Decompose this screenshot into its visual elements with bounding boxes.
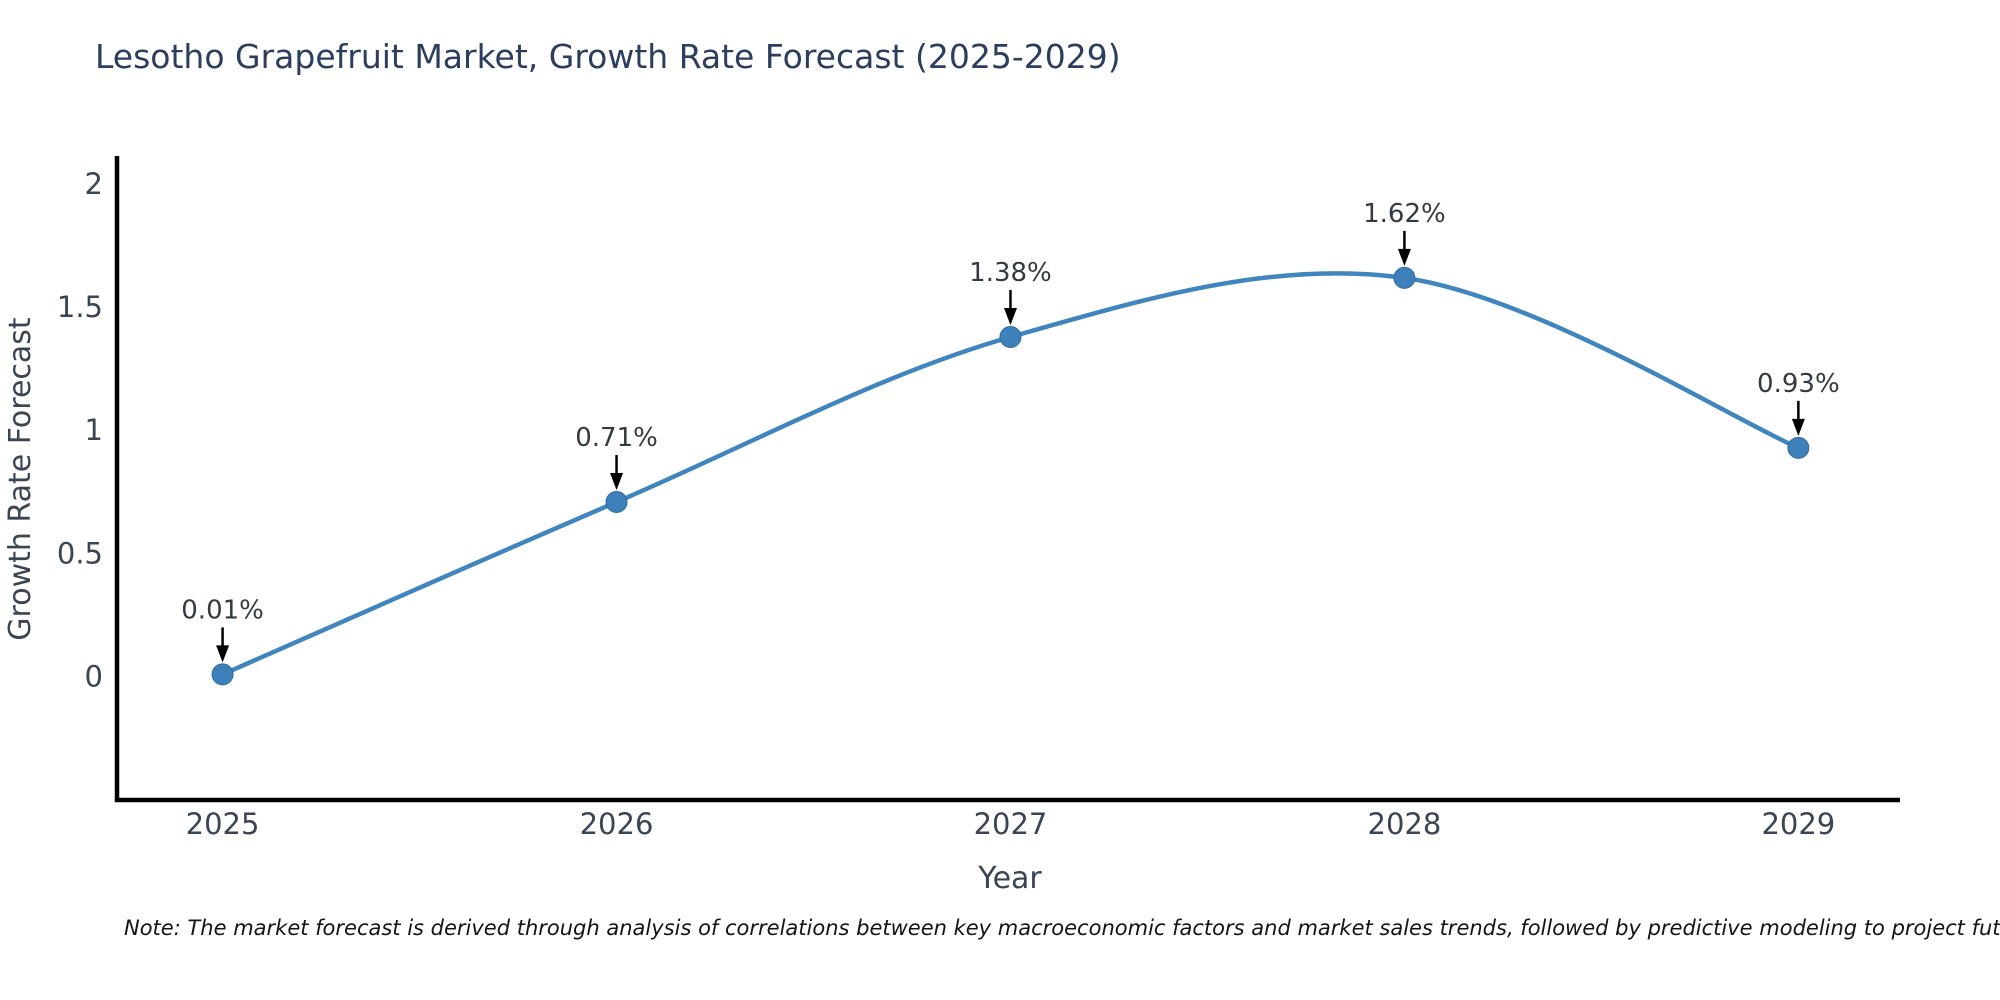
annotation-arrow-head (610, 473, 624, 491)
axis-ticks: 0 0.5 1 1.5 2 2025 2026 2027 2028 2029 (57, 167, 1835, 841)
y-axis-title: Growth Rate Forecast (3, 317, 38, 641)
axis-spines (114, 156, 1900, 803)
data-point-marker (1393, 266, 1416, 289)
data-point-marker (605, 491, 628, 514)
y-tick-label: 0.5 (57, 536, 103, 570)
point-value-label: 1.62% (1363, 199, 1446, 229)
annotation-arrow-head (1791, 418, 1805, 436)
plot-series (211, 266, 1810, 686)
x-tick-label: 2029 (1761, 807, 1835, 841)
point-value-label: 1.38% (969, 258, 1052, 288)
x-tick-label: 2027 (974, 807, 1048, 841)
x-tick-label: 2026 (580, 807, 654, 841)
footnote-text: Note: The market forecast is derived thr… (124, 916, 2000, 940)
point-value-label: 0.93% (1757, 369, 1840, 399)
x-tick-label: 2025 (186, 807, 260, 841)
point-value-label: 0.71% (575, 423, 658, 453)
chart-title: Lesotho Grapefruit Market, Growth Rate F… (95, 37, 1121, 76)
y-tick-label: 1 (85, 413, 103, 447)
y-tick-label: 0 (85, 659, 103, 693)
y-tick-label: 1.5 (57, 290, 103, 324)
data-point-marker (211, 663, 234, 686)
point-value-label: 0.01% (181, 595, 264, 625)
axes (114, 156, 1900, 803)
annotation-arrow-head (1397, 248, 1411, 266)
data-point-marker (1787, 436, 1810, 459)
point-annotations: 0.01% 0.71% 1.38% 1.62% 0.93% (181, 199, 1840, 663)
annotation-arrow-head (216, 645, 230, 663)
data-point-marker (999, 326, 1022, 349)
y-tick-label: 2 (85, 167, 103, 201)
annotation-arrow-head (1003, 308, 1017, 326)
x-axis-title: Year (977, 861, 1042, 896)
x-tick-label: 2028 (1368, 807, 1442, 841)
